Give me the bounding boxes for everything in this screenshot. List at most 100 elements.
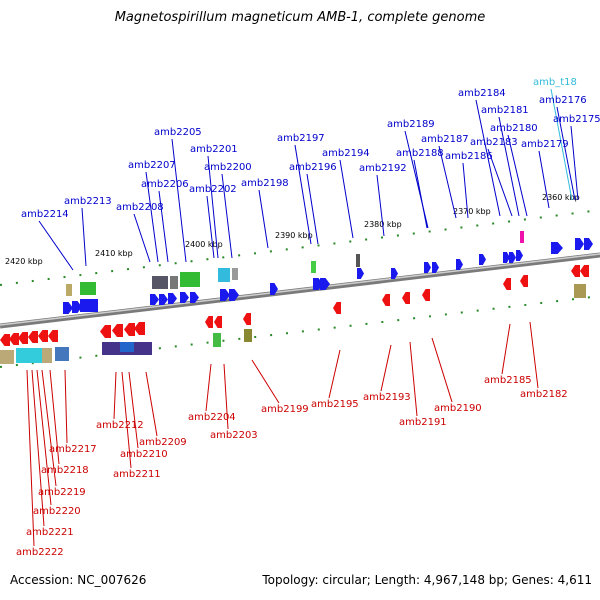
forward-gene-label: amb2176 bbox=[539, 95, 587, 106]
leader-line bbox=[223, 363, 229, 430]
leader-line bbox=[41, 369, 57, 487]
forward-gene-arrow bbox=[220, 289, 230, 301]
genome-title: Magnetospirillum magneticum AMB-1, compl… bbox=[114, 10, 486, 25]
reverse-gene-label: amb2199 bbox=[261, 404, 309, 415]
reverse-gene-arrow bbox=[38, 330, 48, 342]
accession-text: Accession: NC_007626 bbox=[10, 573, 147, 587]
reverse-gene-label: amb2219 bbox=[38, 487, 86, 498]
reverse-gene-label: amb2191 bbox=[399, 417, 447, 428]
reverse-gene-arrow bbox=[0, 334, 10, 346]
forward-gene-label: amb2197 bbox=[277, 133, 325, 144]
reverse-gene-arrow bbox=[205, 316, 213, 328]
kbp-tick-label: 2400 kbp bbox=[185, 240, 223, 249]
reverse-gene-label: amb2218 bbox=[41, 465, 89, 476]
green-box bbox=[311, 261, 316, 273]
forward-gene-label: amb2208 bbox=[116, 202, 164, 213]
kbp-tick-label: 2390 kbp bbox=[275, 231, 313, 240]
forward-gene-label: amb2189 bbox=[387, 119, 435, 130]
cyan-box bbox=[34, 348, 42, 363]
forward-gene-arrow bbox=[424, 262, 431, 273]
leader-line bbox=[171, 138, 187, 263]
forward-gene-arrow bbox=[391, 268, 398, 279]
leader-line bbox=[221, 173, 233, 259]
forward-gene-box bbox=[80, 299, 98, 312]
leader-line bbox=[409, 341, 418, 417]
leader-line bbox=[339, 159, 354, 239]
reverse-gene-label: amb2220 bbox=[33, 506, 81, 517]
leader-line bbox=[376, 174, 385, 237]
reverse-gene-arrow bbox=[9, 333, 19, 345]
reverse-gene-arrow bbox=[134, 322, 145, 335]
reverse-gene-arrow bbox=[402, 292, 410, 304]
forward-gene-label: amb2180 bbox=[490, 123, 538, 134]
leader-line bbox=[49, 369, 60, 465]
magenta-box bbox=[520, 231, 524, 243]
reverse-gene-label: amb2185 bbox=[484, 375, 532, 386]
cyan-box bbox=[16, 348, 34, 363]
forward-scale-track bbox=[0, 209, 600, 286]
leader-line bbox=[121, 371, 132, 469]
forward-gene-arrow bbox=[63, 302, 73, 314]
forward-gene-label: amb2181 bbox=[481, 105, 529, 116]
leader-line bbox=[538, 150, 550, 209]
leader-line bbox=[413, 159, 428, 229]
reverse-gene-arrow bbox=[520, 275, 528, 287]
reverse-gene-arrow bbox=[124, 323, 135, 336]
leader-line bbox=[205, 363, 212, 412]
reverse-gene-arrow bbox=[333, 302, 341, 314]
forward-gene-label: amb2184 bbox=[458, 88, 506, 99]
reverse-gene-label: amb2221 bbox=[26, 527, 74, 538]
reverse-gene-label: amb2204 bbox=[188, 412, 236, 423]
leader-line bbox=[462, 162, 469, 219]
forward-gene-label: amb2187 bbox=[421, 134, 469, 145]
green-box bbox=[213, 333, 221, 347]
reverse-gene-arrow bbox=[243, 313, 251, 325]
reverse-gene-label: amb2190 bbox=[434, 403, 482, 414]
forward-gene-label: amb2183 bbox=[470, 137, 518, 148]
forward-gene-arrow bbox=[168, 293, 177, 304]
leader-line bbox=[570, 125, 579, 201]
leader-line bbox=[294, 144, 312, 245]
leader-line bbox=[556, 106, 576, 201]
leader-line bbox=[498, 116, 520, 217]
reverse-gene-label: amb2195 bbox=[311, 399, 359, 410]
leader-line bbox=[207, 155, 219, 259]
reverse-gene-arrow bbox=[503, 278, 511, 290]
forward-gene-label: amb2201 bbox=[190, 144, 238, 155]
forward-gene-arrow bbox=[584, 238, 593, 250]
kbp-tick-label: 2360 kbp bbox=[542, 193, 580, 202]
reverse-gene-label: amb2182 bbox=[520, 389, 568, 400]
reverse-gene-arrow bbox=[580, 265, 589, 277]
forward-gene-arrow bbox=[503, 252, 510, 263]
green-box bbox=[80, 282, 96, 295]
forward-gene-label: amb2206 bbox=[141, 179, 189, 190]
reverse-gene-arrow bbox=[571, 265, 580, 277]
reverse-gene-arrow bbox=[48, 330, 58, 342]
forward-gene-label: amb2207 bbox=[128, 160, 176, 171]
kbp-tick-label: 2370 kbp bbox=[453, 207, 491, 216]
kbp-tick-label: 2410 kbp bbox=[95, 249, 133, 258]
grey-box bbox=[152, 276, 168, 289]
forward-gene-label: amb2179 bbox=[521, 139, 569, 150]
reverse-gene-label: amb2209 bbox=[139, 437, 187, 448]
kbp-tick-label: 2420 kbp bbox=[5, 257, 43, 266]
leader-line bbox=[31, 369, 45, 527]
leader-line bbox=[438, 145, 457, 219]
leader-line bbox=[81, 207, 87, 267]
reverse-gene-label: amb2211 bbox=[113, 469, 161, 480]
reverse-gene-arrow bbox=[100, 325, 111, 338]
leader-line bbox=[158, 190, 169, 263]
leader-line bbox=[145, 171, 159, 263]
forward-gene-label: amb2200 bbox=[204, 162, 252, 173]
leader-line bbox=[328, 349, 341, 399]
leader-line bbox=[507, 134, 528, 217]
leader-line bbox=[306, 173, 319, 245]
leader-line bbox=[206, 195, 215, 259]
leader-line bbox=[431, 337, 453, 403]
reverse-gene-label: amb2203 bbox=[210, 430, 258, 441]
reverse-gene-arrow bbox=[382, 294, 390, 306]
leader-line bbox=[133, 213, 151, 263]
forward-gene-label: amb2213 bbox=[64, 196, 112, 207]
reverse-gene-arrow bbox=[18, 332, 28, 344]
